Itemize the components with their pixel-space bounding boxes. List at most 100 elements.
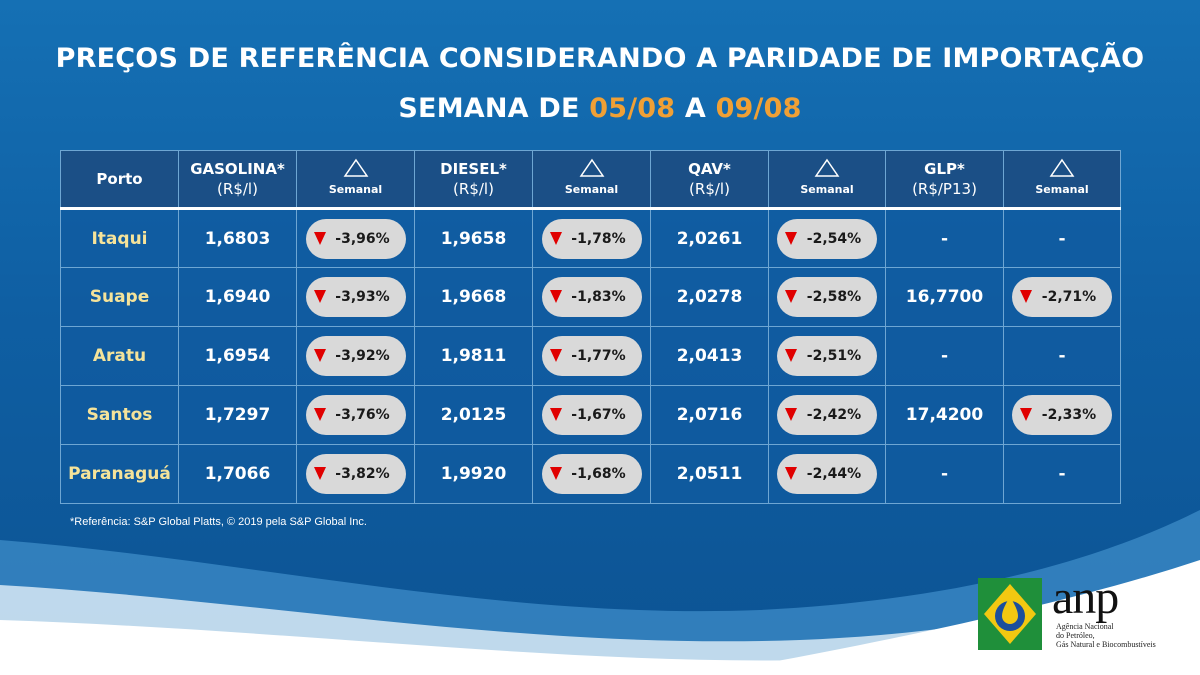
price-table: Porto GASOLINA* (R$/l) Semanal DIESEL* (… [60,150,1121,504]
header-gasolina: GASOLINA* (R$/l) [178,150,297,209]
header-qav: QAV* (R$/l) [650,150,769,209]
header-glp-weekly: Semanal [1003,150,1121,209]
variation-value: -1,83% [571,289,626,305]
cell-diesel-weekly: -1,77% [532,326,651,386]
variation-pill: -1,77% [541,336,642,376]
header-glp-unit: (R$/P13) [912,180,977,198]
cell-gasolina-price: 1,6940 [178,267,297,327]
cell-qav-price: 2,0413 [650,326,769,386]
cell-gasolina-price: 1,6803 [178,208,297,268]
cell-diesel-price: 1,9668 [414,267,533,327]
cell-qav-weekly: -2,51% [768,326,886,386]
header-glp: GLP* (R$/P13) [885,150,1004,209]
cell-glp-price: - [885,326,1004,386]
down-triangle-icon [785,290,797,303]
variation-pill: -2,44% [777,454,877,494]
variation-pill: -1,68% [541,454,642,494]
header-gasolina-weekly: Semanal [296,150,415,209]
variation-value: -3,76% [335,407,390,423]
triangle-outline-icon [343,158,368,177]
cell-gasolina-weekly: -3,92% [296,326,415,386]
variation-pill: -3,96% [305,218,406,259]
variation-pill: -1,78% [541,218,642,259]
cell-diesel-weekly: -1,68% [532,444,651,504]
cell-glp-price: 16,7700 [885,267,1004,327]
footnote: *Referência: S&P Global Platts, © 2019 p… [70,516,367,528]
table-row: Suape 1,6940 -3,93% 1,9668 -1,83% 2,0278… [60,267,1121,327]
variation-value: -2,33% [1041,407,1097,423]
cell-diesel-weekly: -1,67% [532,385,651,445]
header-qav-label: QAV* [688,160,731,178]
cell-port: Suape [60,267,179,327]
table-header-row: Porto GASOLINA* (R$/l) Semanal DIESEL* (… [60,150,1121,209]
cell-qav-price: 2,0511 [650,444,769,504]
variation-value: -2,54% [806,230,862,247]
variation-pill: -2,58% [777,277,877,317]
date-end: 09/08 [715,93,802,124]
variation-pill: -3,82% [305,454,406,494]
variation-value: -3,96% [335,230,390,247]
cell-qav-price: 2,0278 [650,267,769,327]
header-port: Porto [60,150,179,209]
cell-gasolina-weekly: -3,76% [296,385,415,445]
cell-port: Paranaguá [60,444,179,504]
page-title: PREÇOS DE REFERÊNCIA CONSIDERANDO A PARI… [0,34,1200,134]
cell-gasolina-weekly: -3,93% [296,267,415,327]
variation-pill: -2,33% [1012,395,1112,435]
down-triangle-icon [1020,290,1032,303]
cell-gasolina-price: 1,7297 [178,385,297,445]
down-triangle-icon [785,231,797,245]
cell-diesel-price: 2,0125 [414,385,533,445]
header-diesel-label: DIESEL* [440,160,507,178]
title-line-2: SEMANA DE 05/08 A 09/08 [0,84,1200,134]
cell-diesel-price: 1,9920 [414,444,533,504]
anp-emblem-icon [978,578,1042,650]
variation-pill: -1,83% [541,277,642,317]
title-line-1: PREÇOS DE REFERÊNCIA CONSIDERANDO A PARI… [55,43,1145,74]
cell-qav-weekly: -2,54% [768,208,886,268]
variation-pill: -1,67% [541,395,642,435]
variation-pill: -3,93% [305,277,406,317]
variation-value: -1,68% [571,466,626,482]
weekly-label: Semanal [1035,183,1089,196]
variation-pill: -2,42% [777,395,877,435]
title-week-prefix: SEMANA DE [398,93,580,124]
cell-glp-price: 17,4200 [885,385,1004,445]
cell-gasolina-weekly: -3,82% [296,444,415,504]
anp-subtitle-line-2: do Petróleo, [1056,631,1095,640]
cell-glp-weekly: -2,33% [1003,385,1121,445]
cell-qav-weekly: -2,42% [768,385,886,445]
cell-glp-price: - [885,444,1004,504]
variation-value: -2,51% [806,348,862,364]
anp-subtitle-line-3: Gás Natural e Biocombustíveis [1056,640,1156,649]
variation-value: -2,58% [806,289,862,305]
down-triangle-icon [549,290,562,303]
down-triangle-icon [549,231,562,245]
variation-value: -1,67% [571,407,626,423]
table-row: Aratu 1,6954 -3,92% 1,9811 -1,77% 2,0413… [60,326,1121,386]
down-triangle-icon [313,290,326,303]
anp-subtitle-line-1: Agência Nacional [1056,622,1114,631]
triangle-outline-icon [814,158,840,177]
cell-diesel-price: 1,9811 [414,326,533,386]
cell-port: Santos [60,385,179,445]
cell-diesel-weekly: -1,78% [532,208,651,268]
header-gasolina-unit: (R$/l) [217,180,258,198]
cell-glp-weekly: - [1003,444,1121,504]
cell-gasolina-price: 1,7066 [178,444,297,504]
cell-port: Itaqui [60,208,179,268]
cell-qav-price: 2,0261 [650,208,769,268]
down-triangle-icon [549,349,562,362]
down-triangle-icon [1020,408,1032,421]
anp-wordmark: anp [1052,571,1119,624]
down-triangle-icon [785,467,797,480]
variation-value: -1,78% [571,230,626,247]
down-triangle-icon [313,231,326,245]
table-row: Santos 1,7297 -3,76% 2,0125 -1,67% 2,071… [60,385,1121,445]
variation-value: -3,82% [335,466,390,482]
down-triangle-icon [313,349,326,362]
down-triangle-icon [785,349,797,362]
cell-qav-weekly: -2,44% [768,444,886,504]
cell-glp-weekly: - [1003,208,1121,268]
